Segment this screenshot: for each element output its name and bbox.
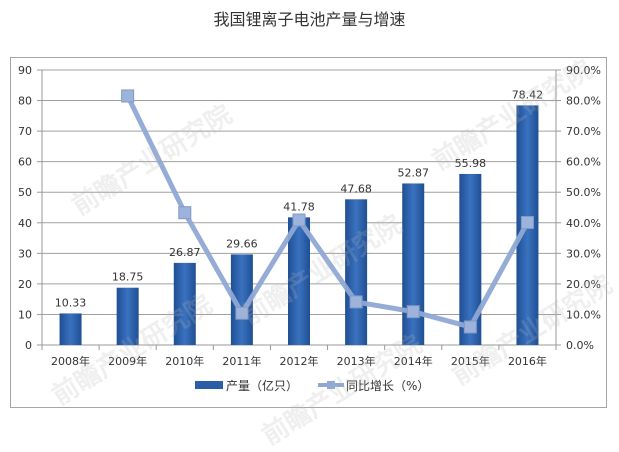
x-tick-label: 2008年 <box>51 354 90 368</box>
x-tick-label: 2012年 <box>280 354 319 368</box>
growth-line <box>125 94 530 330</box>
left-tick-label: 50 <box>18 186 32 199</box>
line-marker <box>121 89 135 103</box>
right-tick-label: 0.0% <box>566 339 594 352</box>
x-tick-label: 2013年 <box>337 354 376 368</box>
x-tick-label: 2010年 <box>165 354 204 368</box>
line-marker <box>463 320 477 334</box>
bar-value-label: 78.42 <box>512 88 544 101</box>
x-axis: 2008年 2009年 2010年 2011年 2012年 2013年 2014年 2015年… <box>41 345 557 368</box>
left-tick-label: 90 <box>18 64 32 77</box>
left-tick-label: 60 <box>18 156 32 169</box>
left-y-axis: 0 10 20 30 40 50 60 70 80 90 <box>18 64 43 352</box>
right-tick-label: 20.0% <box>566 278 601 291</box>
chart-title: 我国锂离子电池产量与增速 <box>213 10 406 29</box>
bar-value-label: 18.75 <box>112 271 144 284</box>
right-tick-label: 60.0% <box>566 156 601 169</box>
line-series-growth <box>121 89 534 334</box>
legend-line-label: 同比增长（%） <box>346 379 429 393</box>
x-tick-label: 2011年 <box>222 354 261 368</box>
line-marker <box>292 213 306 227</box>
left-tick-label: 20 <box>18 278 32 291</box>
right-tick-label: 30.0% <box>566 247 601 260</box>
right-tick-label: 80.0% <box>566 95 601 108</box>
right-tick-label: 90.0% <box>566 64 601 77</box>
bar <box>116 287 139 345</box>
legend-bar-label: 产量（亿只） <box>226 378 298 393</box>
legend-bar-swatch <box>195 381 223 389</box>
combo-chart: 0 10 20 30 40 50 60 70 80 90 0.0% 10.0% 20.0% 30.0% 4… <box>18 64 601 393</box>
left-tick-label: 0 <box>25 339 32 352</box>
bar <box>459 173 482 345</box>
bar-value-label: 55.98 <box>455 157 487 170</box>
bar <box>230 254 253 345</box>
x-tick-label: 2016年 <box>508 354 547 368</box>
left-tick-label: 30 <box>18 247 32 260</box>
left-tick-label: 10 <box>18 308 32 321</box>
x-tick-label: 2014年 <box>394 354 433 368</box>
line-marker <box>235 306 249 320</box>
bar <box>345 199 368 345</box>
right-tick-label: 70.0% <box>566 125 601 138</box>
x-tick-label: 2015年 <box>451 354 490 368</box>
bar-value-label: 47.68 <box>340 182 372 195</box>
bar-value-label: 41.78 <box>283 200 315 213</box>
left-tick-label: 40 <box>18 217 32 230</box>
left-tick-label: 70 <box>18 125 32 138</box>
line-marker <box>178 206 192 220</box>
bar <box>402 183 425 345</box>
right-tick-label: 10.0% <box>566 308 601 321</box>
bar-value-label: 26.87 <box>169 246 201 259</box>
right-y-axis: 0.0% 10.0% 20.0% 30.0% 40.0% 50.0% 60.0% 70.0% 8… <box>555 64 601 352</box>
line-marker <box>406 305 420 319</box>
bar <box>59 313 82 345</box>
line-marker <box>520 215 534 229</box>
bar <box>173 262 196 345</box>
bar-value-label: 29.66 <box>226 237 258 250</box>
right-tick-label: 50.0% <box>566 186 601 199</box>
bar-value-label: 10.33 <box>55 296 87 309</box>
legend: 产量（亿只） 同比增长（%） <box>195 378 429 393</box>
line-marker <box>349 295 363 309</box>
left-tick-label: 80 <box>18 95 32 108</box>
right-tick-label: 40.0% <box>566 217 601 230</box>
bar-value-label: 52.87 <box>397 166 429 179</box>
x-tick-label: 2009年 <box>108 354 147 368</box>
legend-line-swatch <box>318 381 344 389</box>
bar <box>288 217 310 345</box>
